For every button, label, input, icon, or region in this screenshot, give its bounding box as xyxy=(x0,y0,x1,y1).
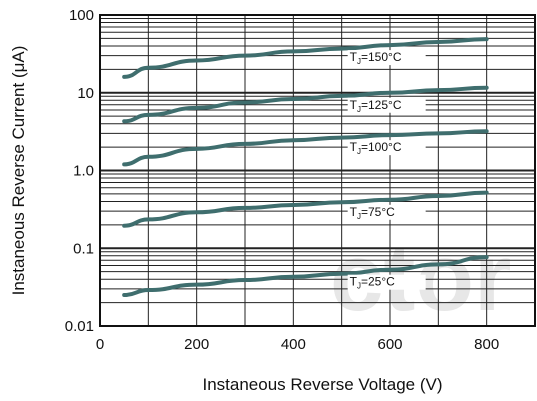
y-axis-label: Instaneous Reverse Current (μA) xyxy=(9,46,28,296)
y-tick-label: 10 xyxy=(77,85,94,102)
series-line-3 xyxy=(122,190,489,228)
annotation-background xyxy=(347,274,426,290)
series-line-4 xyxy=(122,255,489,298)
series-annotation-4: TJ=25°C xyxy=(350,275,395,291)
y-tick-label: 100 xyxy=(69,7,94,24)
series-line-2 xyxy=(122,129,489,167)
grid-lines xyxy=(100,15,535,326)
series-annotations: TJ=150°C TJ=125°C TJ=100°C TJ=75°C TJ=25°C xyxy=(347,50,426,291)
annotation-background xyxy=(347,50,426,66)
series-annotation-1: TJ=125°C xyxy=(350,98,402,114)
series-annotation-2: TJ=100°C xyxy=(350,140,402,156)
series-annotation-3: TJ=75°C xyxy=(350,205,395,221)
x-tick-label: 200 xyxy=(184,336,209,353)
x-tick-label: 400 xyxy=(281,336,306,353)
y-tick-label: 0.01 xyxy=(65,318,94,335)
x-tick-label: 600 xyxy=(377,336,402,353)
series-annotation-0: TJ=150°C xyxy=(350,50,402,66)
y-tick-label: 1.0 xyxy=(73,163,94,180)
plot-frame xyxy=(99,14,536,327)
y-tick-labels: 0.01 0.1 1.0 10 100 xyxy=(65,7,94,335)
series-line-1 xyxy=(122,85,489,124)
annotation-background xyxy=(347,204,426,220)
series-lines xyxy=(122,37,489,298)
x-tick-label: 800 xyxy=(474,336,499,353)
x-tick-label: 0 xyxy=(96,336,104,353)
annotation-background xyxy=(347,97,426,113)
y-tick-label: 0.1 xyxy=(73,240,94,257)
series-line-0 xyxy=(122,37,489,79)
x-tick-labels: 0 200 400 600 800 xyxy=(96,336,499,353)
annotation-background xyxy=(347,140,426,156)
x-axis-label: Instaneous Reverse Voltage (V) xyxy=(202,375,442,394)
